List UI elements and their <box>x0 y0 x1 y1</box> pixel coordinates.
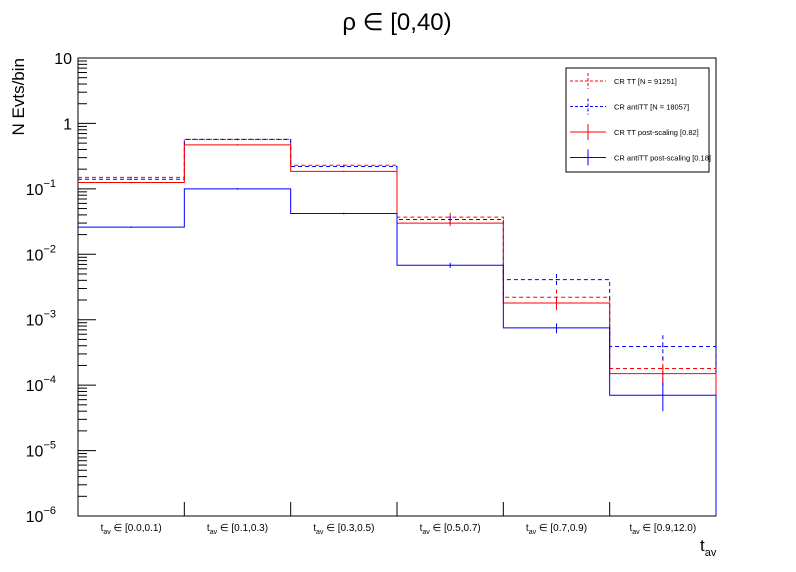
data-point <box>130 181 132 184</box>
y-tick-label-base: 10 <box>26 182 44 199</box>
x-tick-label-range: ∈ [0.0,0.1) <box>111 523 162 534</box>
data-point <box>236 144 239 146</box>
x-tick-label-sub: av <box>632 529 640 536</box>
data-point <box>449 218 451 221</box>
y-tick-label: 1 <box>63 116 72 133</box>
y-tick-label: 10−2 <box>26 243 56 264</box>
x-tick-label-prefix: t <box>420 523 423 534</box>
data-point <box>343 170 345 173</box>
x-tick-label-prefix: t <box>207 523 210 534</box>
legend-entry: CR antiTT post-scaling [0.18] <box>614 154 711 163</box>
x-tick-label: tav ∈ [0.3,0.5) <box>313 523 374 536</box>
y-tick-label-exponent: −2 <box>43 243 56 255</box>
x-tick-label-prefix: t <box>526 523 529 534</box>
data-point <box>449 264 451 267</box>
data-point <box>555 327 558 329</box>
legend-entry: CR TT post-scaling [0.82] <box>614 128 699 137</box>
y-tick-label-exponent: −1 <box>43 178 56 190</box>
x-tick-label-prefix: t <box>313 523 316 534</box>
x-tick-label-range: ∈ [0.1,0.3) <box>217 523 268 534</box>
y-tick-label: 10−5 <box>26 440 56 461</box>
y-tick-label: 10−4 <box>26 374 56 395</box>
y-tick-label-exponent: −5 <box>43 440 56 452</box>
x-axis-label-sub: av <box>705 547 717 559</box>
y-tick-label-exponent: −6 <box>43 505 56 517</box>
y-tick-label-exponent: −3 <box>43 309 56 321</box>
y-tick-label-base: 10 <box>26 444 44 461</box>
x-tick-label-range: ∈ [0.5,0.7) <box>430 523 481 534</box>
x-tick-label: tav ∈ [0.1,0.3) <box>207 523 268 536</box>
data-point <box>236 138 239 141</box>
data-point <box>130 176 132 179</box>
y-tick-label: 10 <box>54 51 72 68</box>
x-tick-label-range: ∈ [0.9,12.0) <box>640 523 697 534</box>
data-point <box>662 394 664 397</box>
y-tick-label-base: 1 <box>63 116 72 133</box>
x-tick-label-sub: av <box>210 529 218 536</box>
x-tick-label-sub: av <box>103 529 111 536</box>
x-axis-label: tav <box>700 536 717 559</box>
x-tick-label-prefix: t <box>101 523 104 534</box>
y-tick-label-base: 10 <box>26 509 44 526</box>
x-tick-label: tav ∈ [0.0,0.1) <box>101 523 162 536</box>
data-point <box>343 165 345 168</box>
data-point <box>343 164 345 166</box>
data-point <box>343 212 345 215</box>
x-tick-label: tav ∈ [0.5,0.7) <box>420 523 481 536</box>
y-axis-label: N Evts/bin <box>9 58 28 135</box>
legend-box <box>565 67 710 173</box>
y-tick-label: 10−6 <box>26 505 56 526</box>
data-point <box>130 178 132 181</box>
y-tick-label-exponent: −4 <box>43 374 56 386</box>
y-tick-label-base: 10 <box>26 378 44 395</box>
legend-entry: CR TT [N = 91251] <box>614 77 677 86</box>
x-tick-label-range: ∈ [0.3,0.5) <box>323 523 374 534</box>
legend: CR TT [N = 91251] CR antiTT [N = 18057] CR… <box>565 67 711 173</box>
data-point <box>662 372 664 375</box>
legend-entry: CR antiTT [N = 18057] <box>614 103 689 112</box>
data-point <box>130 226 132 228</box>
series-layer <box>78 138 717 516</box>
data-point <box>662 345 664 348</box>
x-tick-label-sub: av <box>316 529 324 536</box>
series-step-line <box>78 188 717 516</box>
series-4 <box>78 188 717 516</box>
x-tick-label-range: ∈ [0.7,0.9) <box>536 523 587 534</box>
x-tick-label: tav ∈ [0.7,0.9) <box>526 523 587 536</box>
x-tick-label: tav ∈ [0.9,12.0) <box>629 523 696 536</box>
x-tick-label-sub: av <box>529 529 537 536</box>
y-tick-label: 10−1 <box>26 178 56 199</box>
data-point <box>449 222 451 224</box>
x-tick-label-prefix: t <box>629 523 632 534</box>
y-tick-label-base: 10 <box>26 313 44 330</box>
data-point <box>555 302 558 304</box>
y-tick-label: 10−3 <box>26 309 56 330</box>
y-tick-label-base: 10 <box>54 51 72 68</box>
x-axis-label-main: t <box>700 536 705 555</box>
y-tick-label-base: 10 <box>26 247 44 264</box>
x-tick-label-sub: av <box>422 529 430 536</box>
data-point <box>236 188 239 190</box>
data-point <box>555 278 558 281</box>
chart-title: ρ ∈ [0,40) <box>342 9 451 36</box>
